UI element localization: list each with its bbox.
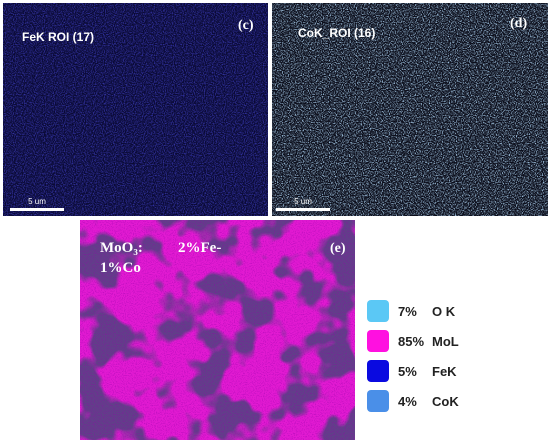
panel-tag: (c) [238,18,254,33]
legend-element: MoL [432,334,459,349]
sample-label: 2%Fe- [178,240,221,256]
sample-label: MoO₃: [100,240,143,256]
panel-c: FeK ROI (17) (c) 5 um [3,3,268,216]
scale-bar [10,208,64,211]
panel-label: CoK_ROI (16) [298,26,375,40]
legend-swatch [367,390,389,412]
legend-swatch [367,360,389,382]
legend-swatch [367,300,389,322]
legend-percent: 85% [398,334,424,349]
legend-percent: 7% [398,304,417,319]
legend-percent: 5% [398,364,417,379]
scale-label: 5 um [28,197,46,206]
legend-element: CoK [432,394,459,409]
panel-e: MoO₃: 2%Fe- 1%Co (e) [80,220,355,440]
panel-tag: (e) [330,241,346,256]
map-noise [272,3,548,216]
scale-bar [276,208,330,211]
legend-swatch [367,330,389,352]
panel-label: FeK ROI (17) [22,30,94,44]
sample-label: 1%Co [100,260,141,276]
panel-tag: (d) [510,16,527,31]
legend-percent: 4% [398,394,417,409]
panel-d: CoK_ROI (16) (d) 5 um [272,3,548,216]
legend: 7% O K 85% MoL 5% FeK 4% CoK [367,300,459,412]
map-noise [80,220,355,440]
scale-label: 5 um [294,197,312,206]
legend-element: FeK [432,364,457,379]
legend-element: O K [432,304,456,319]
map-noise [3,3,268,216]
